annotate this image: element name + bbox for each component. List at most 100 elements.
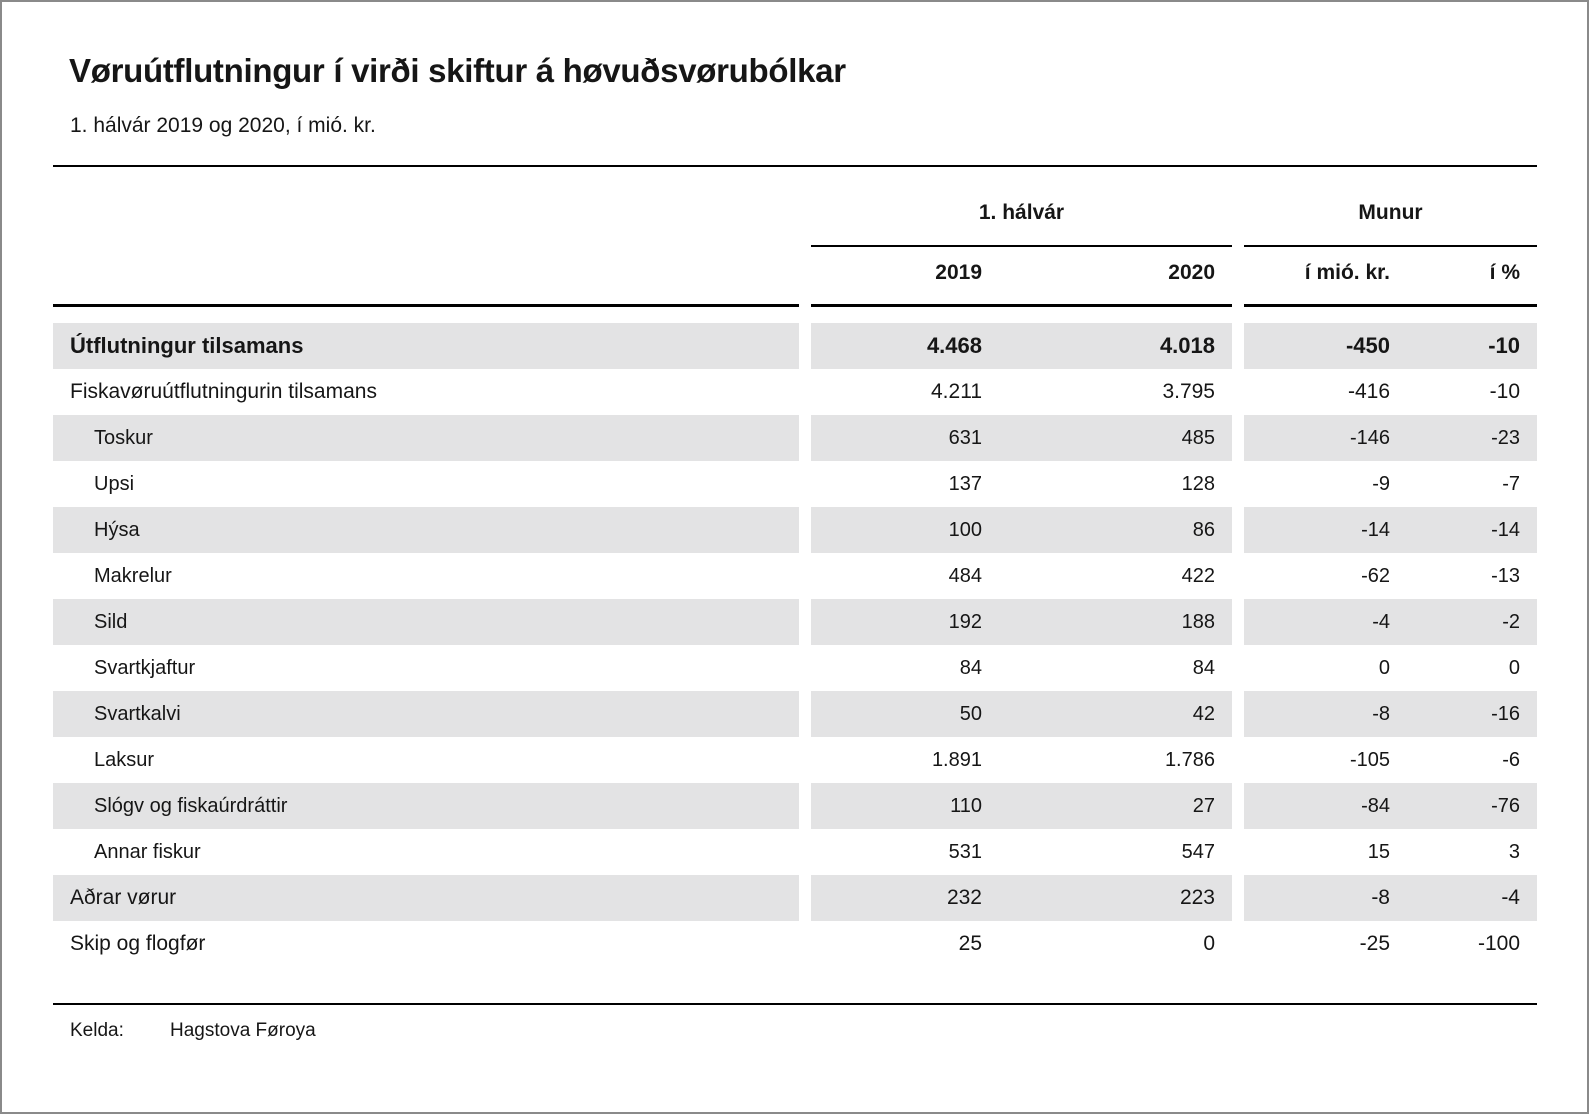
value-2019: 531 xyxy=(948,840,982,863)
table-row: Svartkjaftur 84 84 0 0 xyxy=(53,645,1537,691)
value-2020: 1.786 xyxy=(1164,748,1215,771)
row-label: Fiskavøruútflutningurin tilsamans xyxy=(70,380,377,403)
value-diff-percent: -23 xyxy=(1407,415,1537,461)
value-diff-percent: -2 xyxy=(1407,599,1537,645)
value-diff-mio-kr: -8 xyxy=(1244,691,1407,737)
value-2020: 84 xyxy=(1192,656,1215,679)
value-diff-percent: 0 xyxy=(1508,656,1520,679)
value-2020: 42 xyxy=(999,691,1232,737)
value-2020: 4.018 xyxy=(999,323,1232,369)
value-diff-mio-kr: -105 xyxy=(1349,748,1390,771)
header-rule-first-half xyxy=(811,304,1232,307)
page-subtitle: 1. hálvár 2019 og 2020, í mió. kr. xyxy=(70,114,376,137)
value-2019: 110 xyxy=(811,783,999,829)
value-diff-percent: -10 xyxy=(1407,323,1537,369)
table-row: Makrelur 484 422 -62 -13 xyxy=(53,553,1537,599)
value-2020: 3.795 xyxy=(1162,380,1215,403)
value-2020: 422 xyxy=(1181,564,1215,587)
column-gutter xyxy=(799,921,811,967)
col-group-first-half: 1. hálvár xyxy=(978,201,1065,224)
column-gutter xyxy=(799,507,811,553)
group-rule-difference xyxy=(1244,245,1537,247)
row-label: Svartkjaftur xyxy=(94,656,196,679)
value-diff-percent: -16 xyxy=(1407,691,1537,737)
table-row: Upsi 137 128 -9 -7 xyxy=(53,461,1537,507)
column-gutter xyxy=(799,875,811,921)
source-name: Hagstova Føroya xyxy=(170,1020,316,1041)
table-row: Toskur 631 485 -146 -23 xyxy=(53,415,1537,461)
value-diff-percent: -14 xyxy=(1407,507,1537,553)
value-diff-percent: 3 xyxy=(1508,840,1520,863)
value-2019: 50 xyxy=(811,691,999,737)
column-gutter xyxy=(1232,461,1244,507)
value-2020: 547 xyxy=(1181,840,1215,863)
value-2020: 27 xyxy=(999,783,1232,829)
table-row: Skip og flogfør 25 0 -25 -100 xyxy=(53,921,1537,967)
row-label: Útflutningur tilsamans xyxy=(53,323,799,369)
column-gutter xyxy=(1232,599,1244,645)
column-gutter xyxy=(799,369,811,415)
column-gutter xyxy=(799,461,811,507)
value-2019: 25 xyxy=(958,932,982,955)
table-row: Fiskavøruútflutningurin tilsamans 4.211 3.… xyxy=(53,369,1537,415)
table-row: Sild 192 188 -4 -2 xyxy=(53,599,1537,645)
value-diff-percent: -6 xyxy=(1502,748,1520,771)
value-diff-mio-kr: -4 xyxy=(1244,599,1407,645)
row-label: Upsi xyxy=(94,472,135,495)
group-rule-first-half xyxy=(811,245,1232,247)
column-gutter xyxy=(799,599,811,645)
value-2019: 84 xyxy=(959,656,982,679)
value-2019: 1.891 xyxy=(931,748,982,771)
col-header-percent: í % xyxy=(1489,261,1520,284)
col-header-2019: 2019 xyxy=(935,261,982,284)
row-label: Aðrar vørur xyxy=(53,875,799,921)
value-diff-percent: -4 xyxy=(1407,875,1537,921)
column-gutter xyxy=(799,323,811,369)
col-header-2020: 2020 xyxy=(1168,261,1215,284)
value-diff-mio-kr: -84 xyxy=(1244,783,1407,829)
bottom-rule xyxy=(53,1003,1537,1005)
column-gutter xyxy=(1232,369,1244,415)
value-diff-mio-kr: -146 xyxy=(1244,415,1407,461)
column-gutter xyxy=(1232,553,1244,599)
table-row: Laksur 1.891 1.786 -105 -6 xyxy=(53,737,1537,783)
value-diff-mio-kr: 0 xyxy=(1378,656,1390,679)
value-2019: 192 xyxy=(811,599,999,645)
column-gutter xyxy=(1232,783,1244,829)
value-diff-mio-kr: 15 xyxy=(1367,840,1390,863)
column-gutter xyxy=(799,737,811,783)
column-gutter xyxy=(1232,691,1244,737)
page-title: Vøruútflutningur í virði skiftur á høvuð… xyxy=(69,52,846,89)
top-rule xyxy=(53,165,1537,167)
column-gutter xyxy=(1232,875,1244,921)
row-label: Slógv og fiskaúrdráttir xyxy=(53,783,799,829)
value-2020: 223 xyxy=(999,875,1232,921)
row-label: Hýsa xyxy=(53,507,799,553)
table-row: Útflutningur tilsamans 4.468 4.018 -450 -10 xyxy=(53,323,1537,369)
header-rule-difference xyxy=(1244,304,1537,307)
value-2019: 100 xyxy=(811,507,999,553)
value-diff-mio-kr: -62 xyxy=(1361,564,1390,587)
column-gutter xyxy=(799,691,811,737)
table-row: Annar fiskur 531 547 15 3 xyxy=(53,829,1537,875)
value-2019: 4.211 xyxy=(931,380,982,403)
table-row: Slógv og fiskaúrdráttir 110 27 -84 -76 xyxy=(53,783,1537,829)
value-diff-mio-kr: -14 xyxy=(1244,507,1407,553)
value-diff-percent: -76 xyxy=(1407,783,1537,829)
value-2019: 137 xyxy=(948,472,982,495)
header-rule-labels xyxy=(53,304,799,307)
row-label: Makrelur xyxy=(94,564,172,587)
row-label: Sild xyxy=(53,599,799,645)
value-diff-mio-kr: -9 xyxy=(1372,472,1390,495)
row-label: Toskur xyxy=(53,415,799,461)
col-group-difference: Munur xyxy=(1358,201,1423,224)
table-row: Hýsa 100 86 -14 -14 xyxy=(53,507,1537,553)
value-diff-percent: -13 xyxy=(1491,564,1520,587)
column-gutter xyxy=(799,415,811,461)
source-label: Kelda: xyxy=(70,1020,124,1041)
column-gutter xyxy=(799,645,811,691)
value-2020: 86 xyxy=(999,507,1232,553)
value-2019: 4.468 xyxy=(811,323,999,369)
value-2019: 484 xyxy=(948,564,982,587)
